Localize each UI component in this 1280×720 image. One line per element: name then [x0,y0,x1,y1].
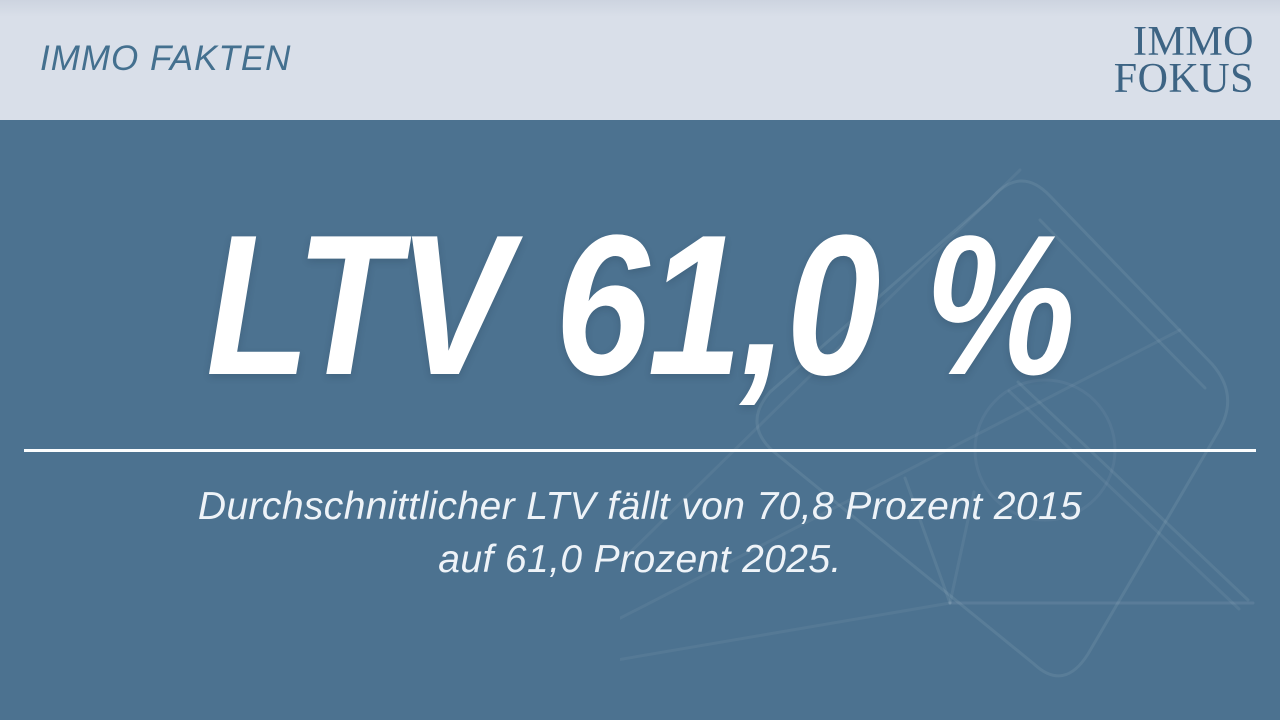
header-bar: IMMO FAKTEN IMMO FOKUS [0,0,1280,120]
subline: Durchschnittlicher LTV fällt von 70,8 Pr… [0,480,1280,586]
logo-line-1: IMMO [1132,19,1254,65]
immofokus-logo: IMMO FOKUS [1113,19,1254,102]
subline-text-2: auf 61,0 Prozent 2025. [438,538,842,581]
logo-line-2: FOKUS [1113,56,1254,102]
kicker-title: IMMO FAKTEN [40,39,292,78]
subline-text-1: Durchschnittlicher LTV fällt von 70,8 Pr… [197,485,1083,528]
divider-line [24,449,1256,452]
stat-headline: LTV 61,0 % [206,194,1076,417]
main-panel: LTV 61,0 % Durchschnittlicher LTV fällt … [0,120,1280,720]
